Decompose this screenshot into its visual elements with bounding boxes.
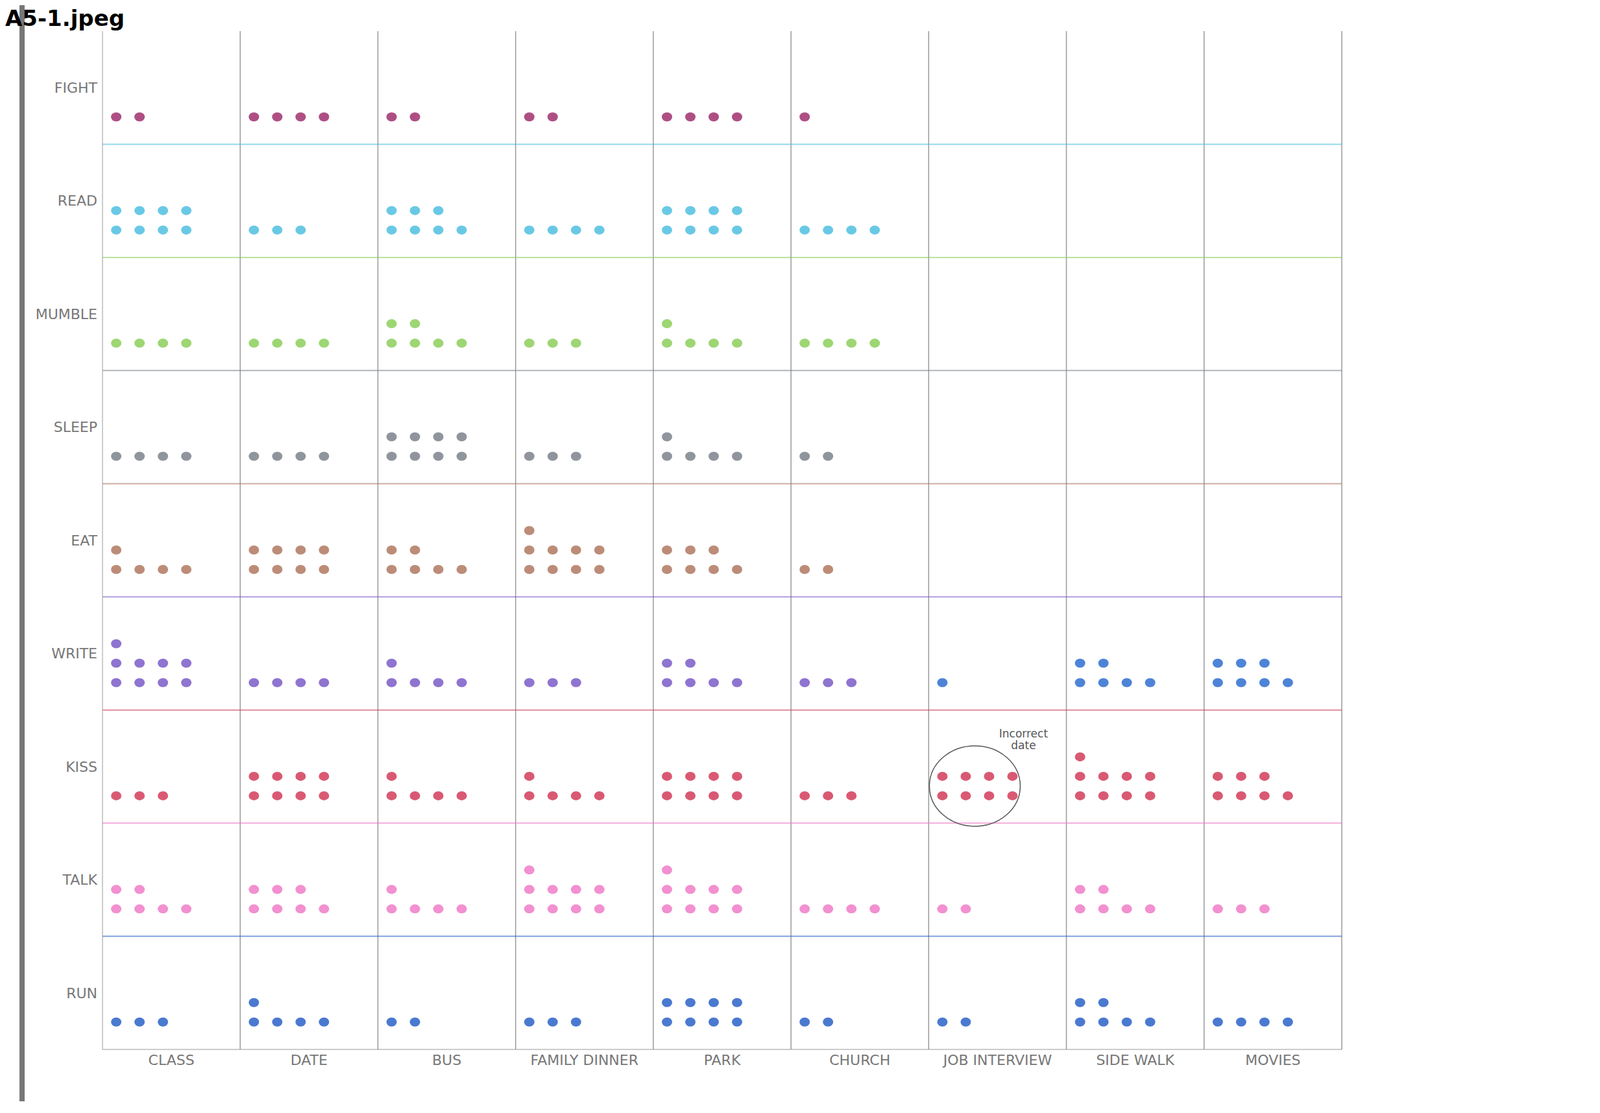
svg-text:MOVIES: MOVIES xyxy=(1245,1052,1301,1069)
svg-text:CHURCH: CHURCH xyxy=(829,1052,891,1069)
svg-text:WRITE: WRITE xyxy=(51,645,98,662)
svg-text:SLEEP: SLEEP xyxy=(53,419,98,436)
svg-text:KISS: KISS xyxy=(65,759,98,776)
svg-text:Incorrectdate: Incorrectdate xyxy=(999,727,1049,752)
svg-text:CLASS: CLASS xyxy=(148,1052,195,1069)
svg-text:FIGHT: FIGHT xyxy=(54,79,98,97)
svg-text:READ: READ xyxy=(57,192,98,209)
svg-text:BUS: BUS xyxy=(432,1052,462,1069)
svg-text:SIDE WALK: SIDE WALK xyxy=(1095,1052,1175,1069)
svg-text:JOB INTERVIEW: JOB INTERVIEW xyxy=(942,1052,1053,1069)
html-text:A5-1.jpeg: A5-1.jpeg xyxy=(5,5,125,32)
svg-text:PARK: PARK xyxy=(703,1052,741,1069)
svg-text:RUN: RUN xyxy=(66,985,98,1002)
svg-text:FAMILY DINNER: FAMILY DINNER xyxy=(530,1052,639,1069)
svg-text:DATE: DATE xyxy=(290,1052,328,1069)
svg-text:EAT: EAT xyxy=(70,532,98,549)
svg-text:TALK: TALK xyxy=(62,872,98,889)
svg-text:MUMBLE: MUMBLE xyxy=(35,306,98,323)
